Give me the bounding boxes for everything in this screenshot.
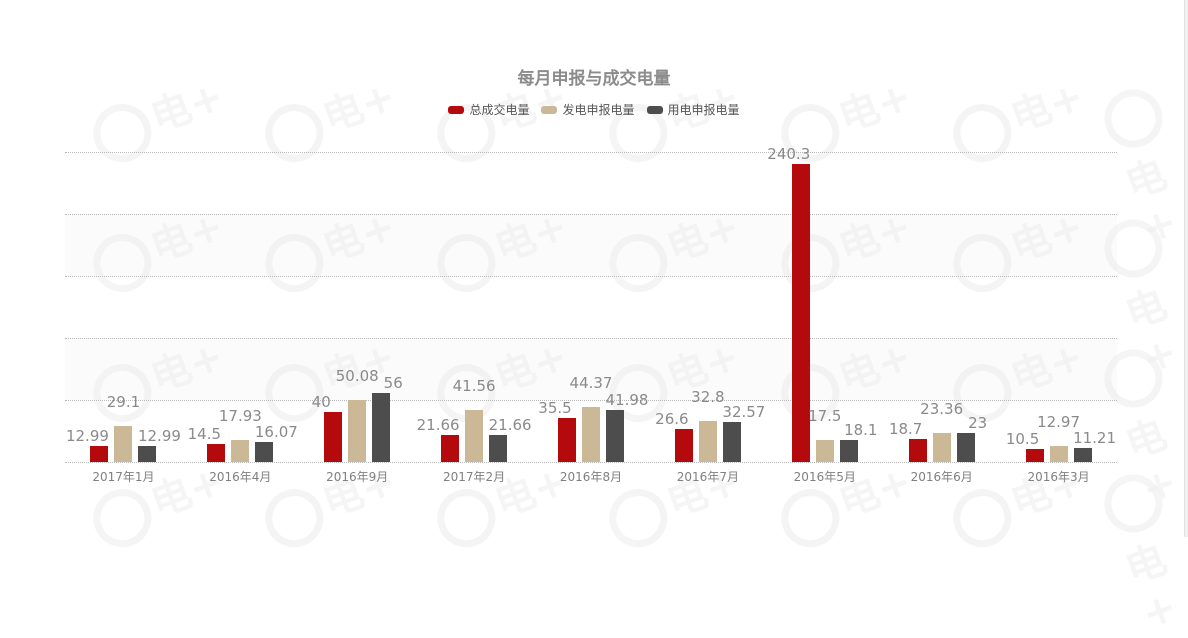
x-axis-label: 2016年3月: [1027, 470, 1090, 484]
x-axis-label: 2016年7月: [676, 470, 739, 484]
bar[interactable]: [465, 410, 484, 462]
bar[interactable]: [1049, 445, 1068, 462]
bar[interactable]: [1073, 448, 1092, 462]
value-label: 240.3: [767, 145, 811, 164]
value-label: 17.5: [808, 407, 842, 426]
background-band: [65, 338, 1117, 400]
bar[interactable]: [815, 440, 834, 462]
bar[interactable]: [722, 421, 741, 462]
value-label: 32.57: [722, 402, 766, 421]
bar[interactable]: [489, 435, 508, 462]
gridline: [65, 276, 1117, 277]
value-label: 12.99: [65, 426, 109, 445]
value-label: 17.93: [218, 406, 262, 425]
legend-label: 总成交电量: [469, 103, 530, 117]
background-band: [65, 214, 1117, 276]
value-label: 23.36: [920, 400, 964, 419]
value-label: 18.7: [888, 419, 923, 438]
bar[interactable]: [839, 439, 858, 462]
x-axis-label: 2016年8月: [559, 470, 623, 484]
legend-swatch: [448, 105, 465, 114]
value-label: 23: [968, 414, 988, 433]
value-label: 10.5: [1005, 429, 1040, 448]
bar[interactable]: [1025, 448, 1044, 462]
x-axis-label: 2016年4月: [209, 470, 272, 484]
bar[interactable]: [324, 412, 343, 462]
value-label: 14.5: [187, 425, 222, 444]
value-label: 32.8: [691, 388, 725, 407]
legend-swatch: [646, 105, 663, 114]
gridline: [65, 214, 1117, 215]
chart-legend: 总成交电量 发电申报电量 用电申报电量: [0, 101, 1188, 118]
bar[interactable]: [207, 444, 226, 462]
legend-swatch: [541, 105, 558, 114]
bar[interactable]: [956, 433, 975, 462]
value-label: 40: [311, 393, 331, 412]
x-axis-label: 2017年1月: [92, 470, 155, 484]
bar[interactable]: [674, 429, 693, 462]
x-axis-label: 2016年5月: [793, 470, 856, 484]
value-label: 18.1: [844, 420, 878, 439]
bar[interactable]: [138, 445, 157, 462]
value-label: 21.66: [488, 416, 532, 435]
bar[interactable]: [698, 421, 717, 462]
legend-item-generation-declared[interactable]: 发电申报电量: [541, 101, 635, 118]
x-axis-label: 2016年9月: [326, 470, 389, 484]
legend-label: 发电申报电量: [562, 103, 635, 117]
bar[interactable]: [255, 442, 274, 462]
legend-item-total-traded[interactable]: 总成交电量: [448, 101, 529, 118]
value-label: 11.21: [1073, 429, 1117, 448]
x-axis-label: 2016年6月: [910, 470, 973, 484]
bar[interactable]: [348, 399, 367, 462]
gridline: [65, 462, 1117, 463]
page-edge: [1184, 0, 1188, 537]
value-label: 50.08: [335, 366, 379, 385]
value-label: 41.56: [452, 377, 496, 396]
gridline: [65, 400, 1117, 401]
gridline: [65, 338, 1117, 339]
gridline: [65, 152, 1117, 153]
x-axis-label: 2017年2月: [443, 470, 506, 484]
value-label: 26.6: [655, 410, 689, 429]
value-label: 12.97: [1037, 412, 1081, 431]
value-label: 21.66: [416, 416, 460, 435]
plot-area: 12.99 29.1 12.99 2017年1月 14.5 17.93 16.07 2016年…: [65, 0, 1117, 537]
value-label: 44.37: [569, 373, 613, 392]
bar[interactable]: [90, 445, 109, 462]
bar[interactable]: [114, 425, 133, 462]
value-label: 29.1: [106, 392, 141, 411]
bar[interactable]: [372, 392, 391, 462]
bar[interactable]: [908, 438, 927, 462]
bar[interactable]: [582, 406, 600, 462]
bar[interactable]: [558, 417, 576, 462]
bar[interactable]: [231, 439, 250, 462]
chart-title: 每月申报与成交电量: [517, 69, 671, 89]
bar[interactable]: [606, 409, 624, 462]
legend-label: 用电申报电量: [667, 103, 740, 117]
value-label: 12.99: [137, 426, 181, 445]
value-label: 41.98: [605, 390, 649, 409]
bar[interactable]: [791, 164, 810, 462]
value-label: 35.5: [538, 398, 572, 417]
value-label: 16.07: [254, 423, 298, 442]
legend-item-consumption-declared[interactable]: 用电申报电量: [646, 101, 740, 118]
value-label: 56: [383, 373, 403, 392]
bar[interactable]: [441, 435, 460, 462]
bar[interactable]: [932, 433, 951, 462]
